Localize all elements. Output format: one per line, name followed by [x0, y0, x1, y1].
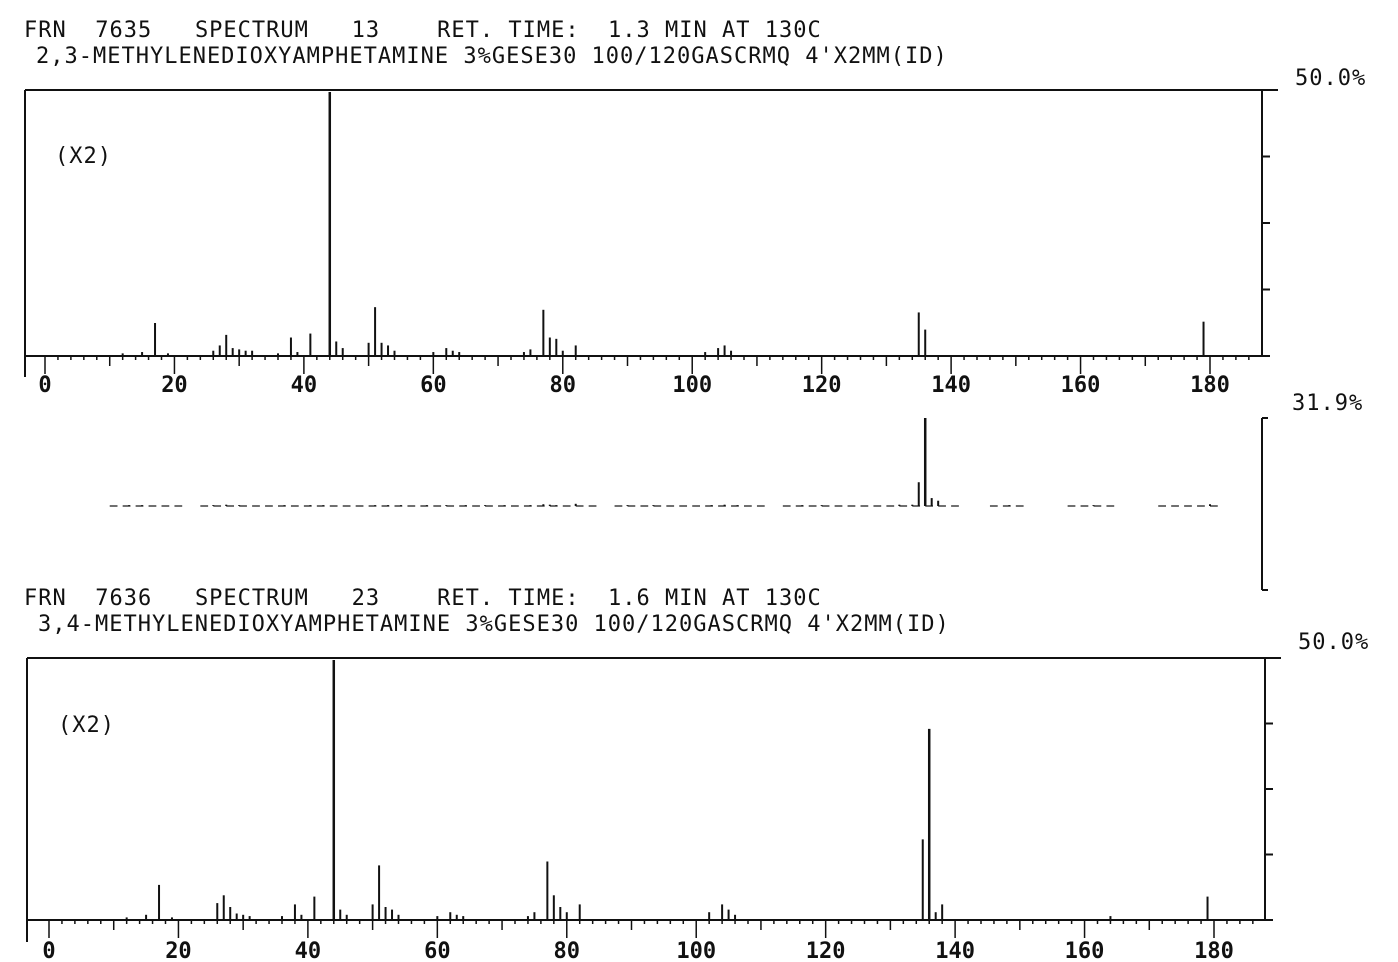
- spectrum-3-multiplier: (X2): [58, 713, 115, 738]
- x-tick-label-160: 160: [1061, 373, 1101, 398]
- spectrum-3-frame: [26, 657, 1266, 942]
- x-tick-label-60: 60: [424, 939, 451, 962]
- spectrum-2-bracket: [1261, 417, 1268, 591]
- spectrum-1-peaks: [121, 92, 1205, 356]
- spectrum-1-scale-label: 50.0%: [1295, 66, 1367, 91]
- spectrum-2-peaks: [109, 418, 1218, 507]
- spectrum-3-header-line1: FRN 7636 SPECTRUM 23 RET. TIME: 1.6 MIN …: [24, 586, 822, 611]
- spectrum-3-peaks: [125, 660, 1209, 920]
- spectrum-3-right-ticks: [1265, 657, 1281, 921]
- x-tick-label-80: 80: [550, 373, 577, 398]
- spectrum-1-header-line2: 2,3-METHYLENEDIOXYAMPHETAMINE 3%GESE30 1…: [36, 44, 948, 69]
- spectrum-2-scale-label: 31.9%: [1292, 391, 1364, 416]
- x-tick-label-40: 40: [291, 373, 318, 398]
- x-tick-label-0: 0: [42, 939, 55, 962]
- x-tick-label-160: 160: [1065, 939, 1105, 962]
- x-tick-label-40: 40: [295, 939, 322, 962]
- x-tick-label-20: 20: [165, 939, 192, 962]
- spectrum-3-x-ticks: 0 20 40 60 80 100 120 140 160 180: [42, 920, 1254, 962]
- x-tick-label-180: 180: [1190, 373, 1230, 398]
- spectrum-3-header-line2: 3,4-METHYLENEDIOXYAMPHETAMINE 3%GESE30 1…: [38, 612, 950, 637]
- x-tick-label-140: 140: [935, 939, 975, 962]
- x-tick-label-140: 140: [931, 373, 971, 398]
- spectrum-1-x-ticks: 0 20 40 60 80 100 120 140 160 180: [38, 356, 1250, 398]
- x-tick-label-120: 120: [806, 939, 846, 962]
- x-tick-label-180: 180: [1194, 939, 1234, 962]
- x-tick-label-80: 80: [554, 939, 581, 962]
- x-tick-label-20: 20: [161, 373, 188, 398]
- x-tick-label-120: 120: [802, 373, 842, 398]
- spectrum-1-multiplier: (X2): [55, 144, 112, 169]
- x-tick-label-0: 0: [38, 373, 51, 398]
- x-tick-label-100: 100: [676, 939, 716, 962]
- spectrum-1-header-line1: FRN 7635 SPECTRUM 13 RET. TIME: 1.3 MIN …: [24, 18, 822, 43]
- spectrum-1-frame: [24, 89, 1263, 377]
- x-tick-label-60: 60: [420, 373, 447, 398]
- spectrum-1-right-ticks: [1262, 89, 1278, 357]
- x-tick-label-100: 100: [672, 373, 712, 398]
- spectrum-3-scale-label: 50.0%: [1298, 630, 1370, 655]
